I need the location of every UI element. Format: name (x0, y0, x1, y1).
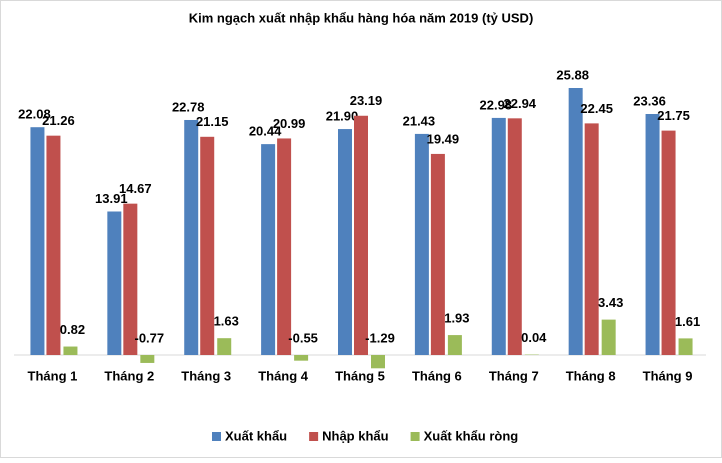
x-tick-label: Tháng 3 (181, 368, 231, 383)
bar (371, 355, 385, 368)
bar (354, 116, 368, 355)
chart-title: Kim ngạch xuất nhập khẩu hàng hóa năm 20… (189, 10, 534, 25)
x-tick-label: Tháng 2 (104, 368, 154, 383)
value-label: 20.99 (273, 116, 306, 131)
legend-label: Nhập khẩu (322, 428, 389, 443)
value-label: 22.94 (504, 96, 537, 111)
bar (679, 338, 693, 355)
value-label: 19.49 (427, 131, 460, 146)
value-label: -0.77 (135, 330, 165, 345)
legend-label: Xuất khẩu (225, 428, 287, 443)
x-tick-label: Tháng 4 (258, 368, 309, 383)
value-label: -0.55 (288, 330, 318, 345)
bar (338, 129, 352, 355)
value-label: 25.88 (556, 67, 589, 82)
bar (217, 338, 231, 355)
bar (46, 136, 60, 355)
x-tick-label: Tháng 1 (28, 368, 78, 383)
value-label: 22.78 (172, 99, 205, 114)
bar (662, 131, 676, 355)
x-tick-label: Tháng 6 (412, 368, 462, 383)
bar (508, 118, 522, 355)
value-label: -1.29 (365, 330, 395, 345)
legend-swatch (411, 432, 420, 441)
value-label: 1.61 (675, 314, 700, 329)
x-tick-label: Tháng 7 (489, 368, 539, 383)
value-label: 0.82 (60, 322, 85, 337)
value-label: 1.63 (214, 314, 239, 329)
value-label: 21.90 (326, 108, 359, 123)
value-label: 22.45 (580, 101, 613, 116)
bar (63, 347, 77, 355)
value-label: 3.43 (598, 295, 623, 310)
bar (184, 120, 198, 355)
x-tick-label: Tháng 8 (566, 368, 616, 383)
bar (277, 138, 291, 355)
legend-label: Xuất khẩu ròng (424, 428, 519, 443)
value-label: 21.15 (196, 114, 229, 129)
bar (448, 335, 462, 355)
value-label: 21.75 (657, 108, 690, 123)
value-label: 0.04 (521, 330, 547, 345)
value-label: 21.43 (403, 113, 436, 128)
bar (261, 144, 275, 355)
bar (602, 320, 616, 355)
bar (107, 211, 121, 355)
x-tick-label: Tháng 9 (643, 368, 693, 383)
value-label: 21.26 (42, 113, 75, 128)
x-tick-label: Tháng 5 (335, 368, 385, 383)
value-label: 14.67 (119, 181, 152, 196)
value-label: 23.19 (350, 93, 383, 108)
bar (200, 137, 214, 355)
bar (140, 355, 154, 363)
legend-swatch (309, 432, 318, 441)
legend-swatch (212, 432, 221, 441)
bar (415, 134, 429, 355)
value-label: 23.36 (633, 93, 666, 108)
bar (30, 127, 44, 355)
bar (294, 355, 308, 361)
value-label: 1.93 (444, 311, 469, 326)
bar (431, 154, 445, 355)
bar (569, 88, 583, 355)
bar (585, 123, 599, 355)
bar (492, 118, 506, 355)
bar (646, 114, 660, 355)
